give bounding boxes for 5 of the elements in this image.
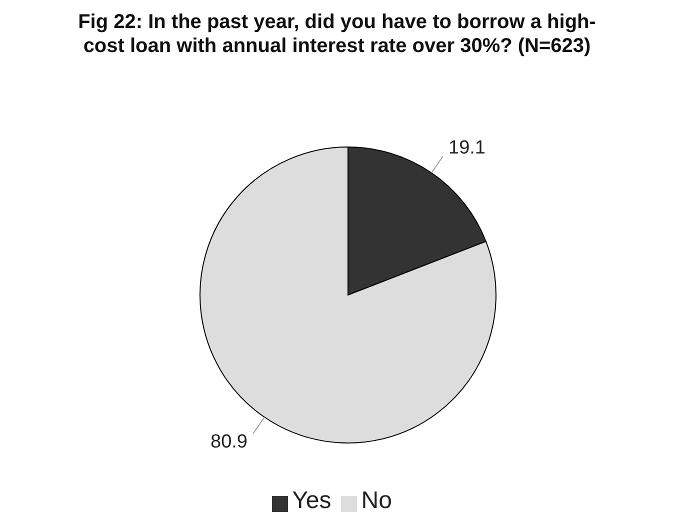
chart-title: Fig 22: In the past year, did you have to borrow a high-cost loan with annual interest rate over 30%? (N=623) [77, 10, 597, 58]
legend-label: No [361, 487, 392, 514]
data-label: 80.9 [210, 431, 248, 452]
legend-label: Yes [292, 487, 332, 514]
data-label: 19.1 [448, 138, 486, 159]
